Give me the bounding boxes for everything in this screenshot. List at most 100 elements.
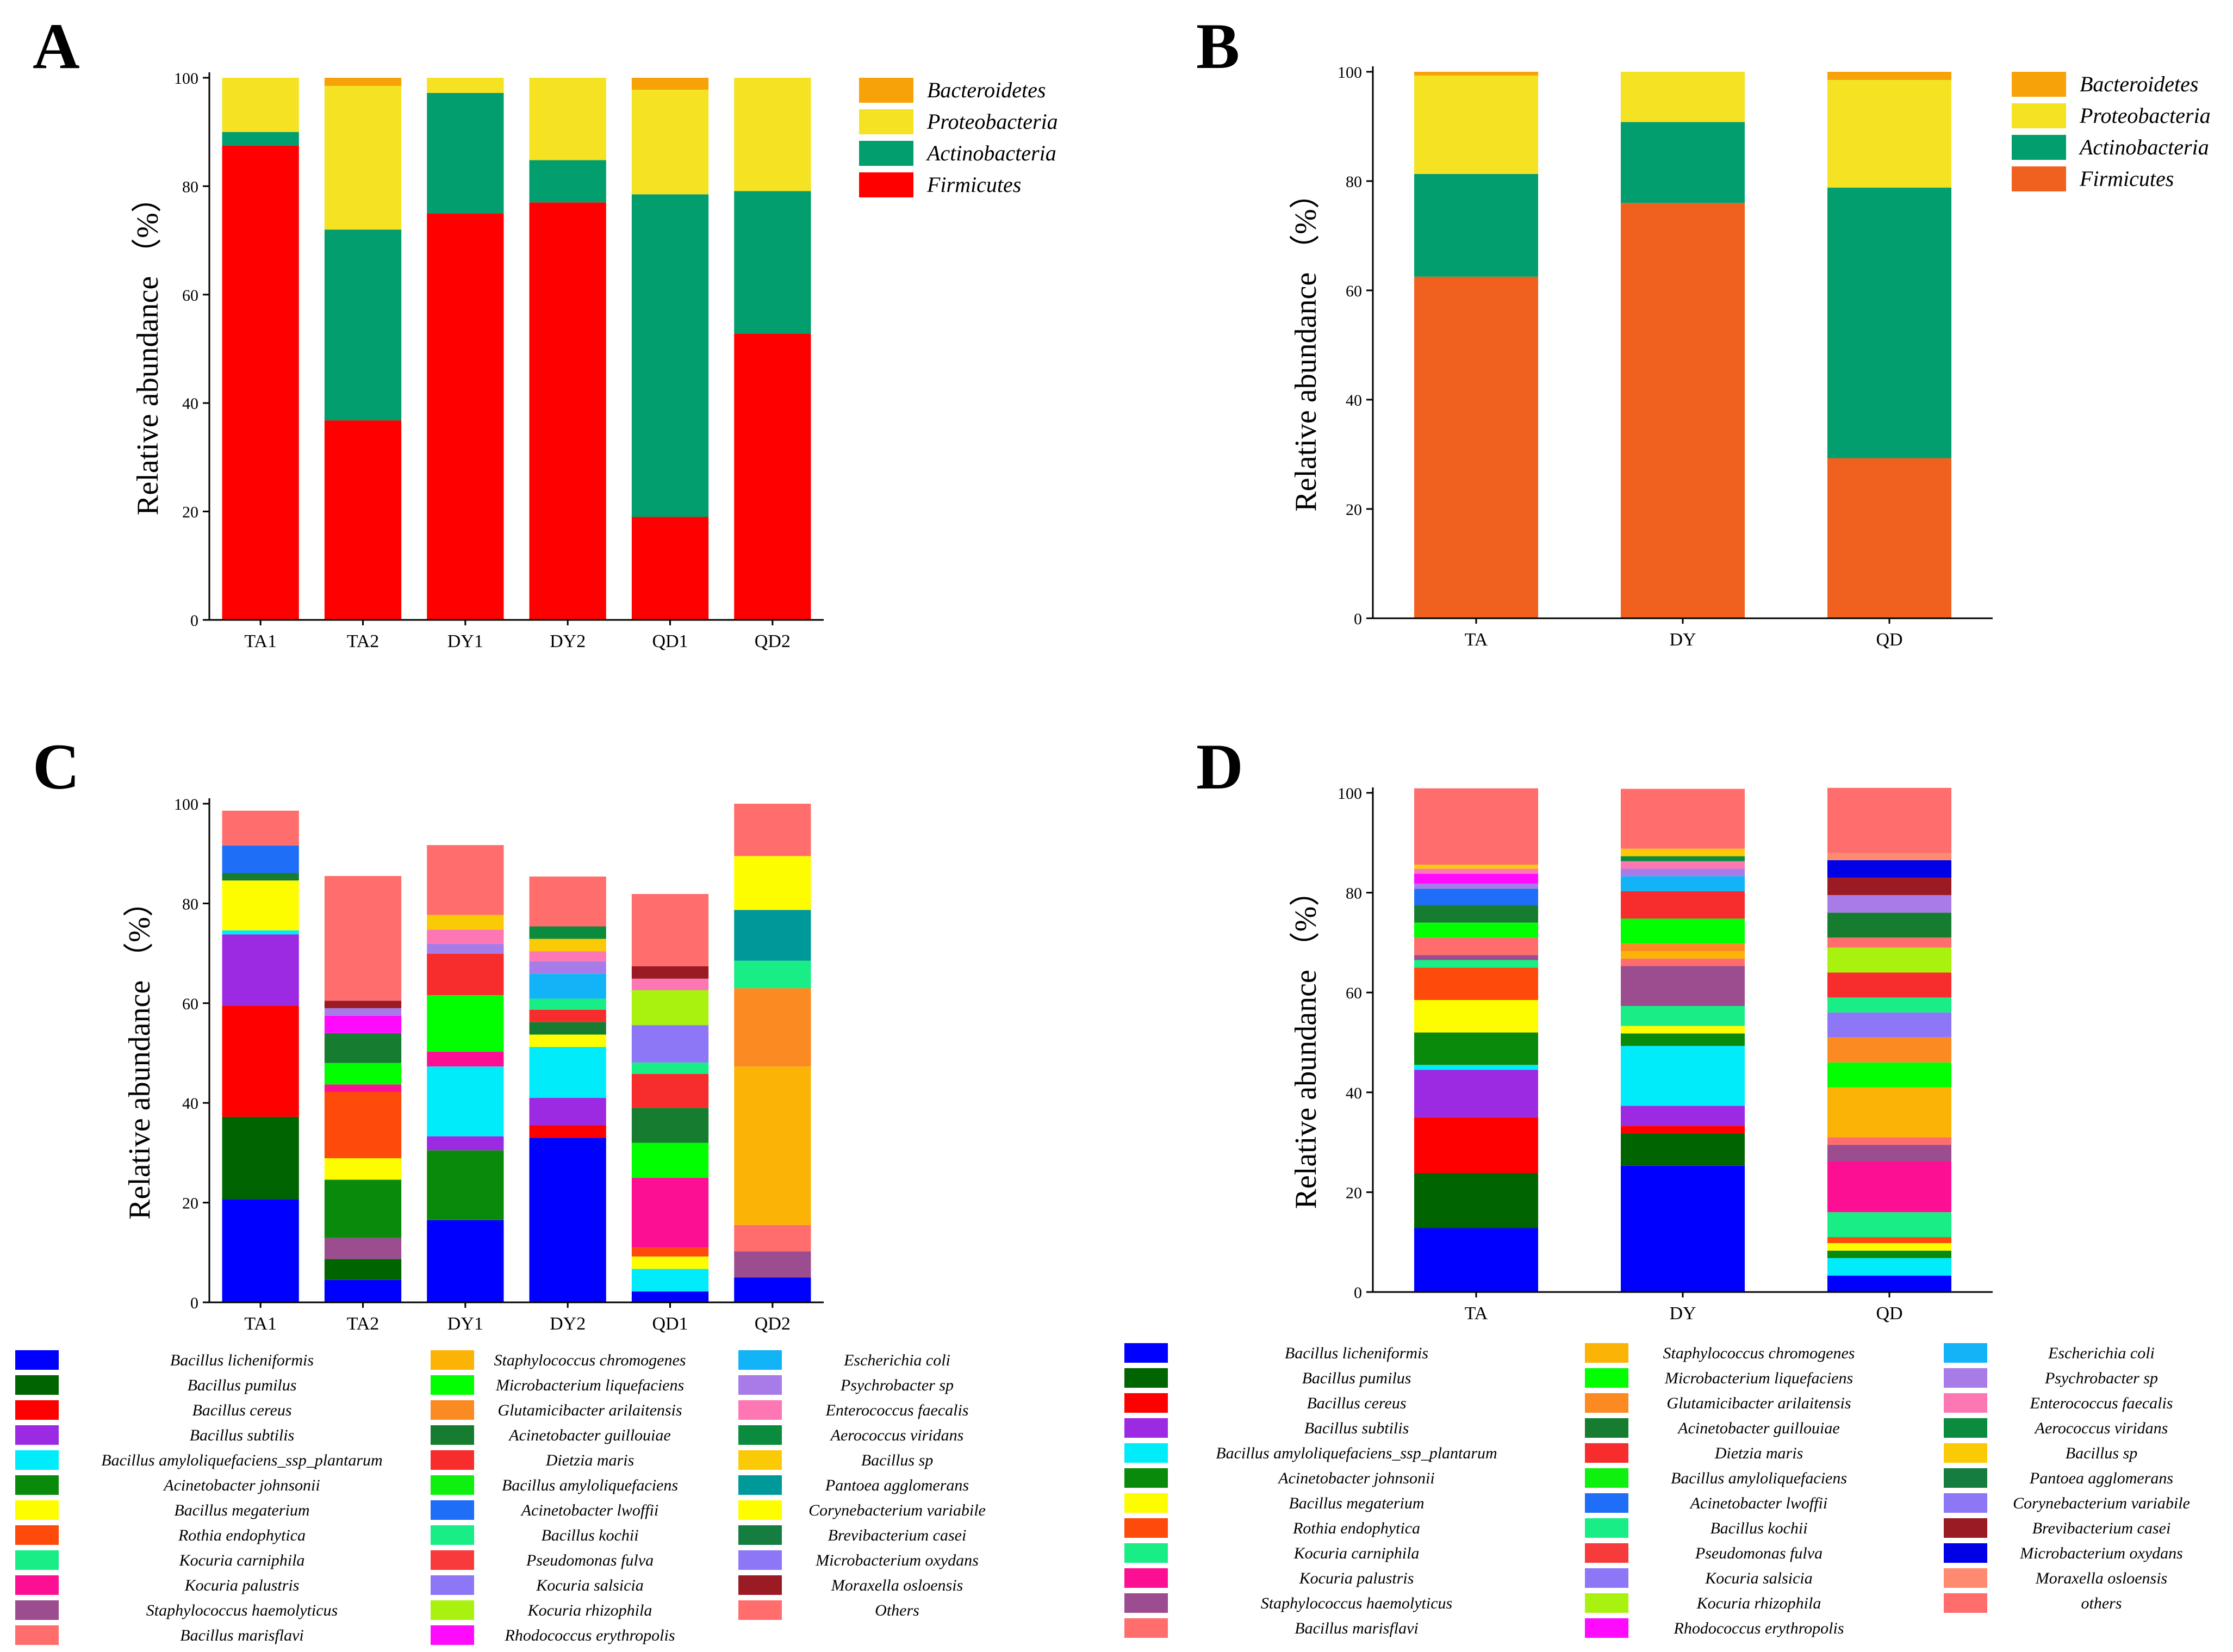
bar-segment [1621,876,1745,891]
legend-label: Dietzia maris [545,1451,635,1469]
legend-swatch [431,1425,474,1445]
legend-label: Brevibacterium casei [2032,1519,2171,1537]
bar-segment [1621,1165,1745,1292]
bar-segment [631,893,709,966]
legend-swatch [738,1575,782,1595]
legend-swatch [1585,1468,1628,1488]
legend-label: Firmicutes [2079,166,2174,191]
legend-label: Kocuria palustris [1299,1569,1414,1587]
bar-segment [1414,955,1538,960]
bar-segment [324,1158,402,1180]
bar-segment [1414,1070,1538,1117]
legend-swatch [1124,1543,1168,1563]
legend-swatch [2012,103,2066,128]
bar-segment [631,89,709,195]
y-tick-label: 60 [1346,984,1362,1002]
legend-label: Kocuria salsicia [1705,1569,1813,1587]
legend-label: Bacillus kochii [541,1526,638,1544]
bar-segment [427,92,504,214]
legend-swatch [15,1550,59,1570]
legend-label: Microbacterium liquefaciens [1664,1369,1853,1387]
bar-segment [1621,848,1745,856]
bar-segment [427,995,504,1052]
x-tick-label: DY [1669,1303,1696,1324]
bar-segment [324,1179,402,1238]
bar-segment [1827,947,1951,973]
legend-swatch [15,1350,59,1370]
y-tick-label: 40 [1346,1084,1362,1102]
legend-swatch [1944,1368,1987,1388]
legend-swatch [15,1450,59,1470]
bar-segment [1827,458,1951,618]
panel-label: A [33,10,80,82]
x-tick-label: QD [1876,1303,1902,1324]
legend-swatch [431,1575,474,1595]
bar-segment [529,926,606,939]
legend-swatch [1585,1568,1628,1588]
bar-segment [1414,1032,1538,1065]
bar-segment [1621,951,1745,959]
x-tick-label: QD [1876,630,1902,650]
legend-label: Dietzia maris [1714,1444,1803,1462]
bar-segment [1414,889,1538,905]
bar-segment [631,1025,709,1063]
legend-label: Bacillus subtilis [190,1426,295,1444]
y-tick-label: 60 [1346,282,1362,300]
bar-segment [734,1066,811,1225]
legend-label: Proteobacteria [926,109,1058,134]
bar-segment [1827,1275,1951,1292]
bar-segment [631,1291,709,1302]
legend-label: Bacillus marisflavi [180,1626,304,1644]
legend-swatch [859,109,913,134]
panel-label: C [33,730,80,803]
legend-label: Moraxella osloensis [831,1576,963,1594]
legend-label: Rothia endophytica [1292,1519,1420,1537]
legend-swatch [431,1350,474,1370]
bar-segment [1414,884,1538,889]
legend-label: Enterococcus faecalis [825,1401,969,1419]
bar-segment [529,951,606,961]
legend-label: Corynebacterium variabile [808,1501,986,1519]
y-tick-label: 100 [1338,785,1362,803]
bar-segment [1827,1243,1951,1251]
legend-swatch [1585,1343,1628,1363]
bar-segment [324,1063,402,1085]
bar-segment [631,1074,709,1108]
y-tick-label: 80 [182,895,198,913]
legend-label: Acinetobacter lwoffii [1689,1494,1827,1512]
legend-label: Kocuria carniphila [1293,1544,1420,1562]
bar-segment [1414,1117,1538,1173]
y-tick-label: 20 [1346,501,1362,519]
legend-label: Rhodococcus erythropolis [505,1626,675,1644]
legend-swatch [1585,1418,1628,1438]
x-tick-label: TA1 [244,631,277,651]
y-tick-label: 0 [190,1294,198,1312]
legend-swatch [1585,1393,1628,1413]
legend-swatch [431,1625,474,1645]
legend-label: Bacillus megaterium [1289,1494,1424,1512]
bar-segment [529,1047,606,1098]
legend-swatch [1124,1393,1168,1413]
y-tick-label: 80 [182,178,198,196]
bar-segment [631,1142,709,1178]
bar-segment [1414,967,1538,1000]
y-tick-label: 80 [1346,885,1362,903]
bar-segment [222,930,299,935]
legend-label: Acinetobacter guillouiae [508,1426,670,1444]
legend-label: Bacillus marisflavi [1295,1619,1419,1637]
bar-segment [1827,72,1951,80]
bar-segment [1621,72,1745,122]
legend-c: Bacillus licheniformis Bacillus pumilus Ba… [15,1350,986,1645]
bar-segment [1827,1145,1951,1162]
legend-label: Kocuria carniphila [179,1551,305,1569]
legend-label: Bacillus sp [861,1451,934,1469]
bar-segment [1414,999,1538,1033]
x-tick-label: TA [1465,630,1488,650]
bar-segment [1621,958,1745,966]
legend-swatch [1944,1593,1987,1613]
legend-label: others [2081,1594,2122,1612]
bar-segment [529,1138,606,1302]
legend-label: Acinetobacter johnsonii [1277,1469,1434,1487]
legend-swatch [1124,1368,1168,1388]
legend-swatch [15,1625,59,1645]
